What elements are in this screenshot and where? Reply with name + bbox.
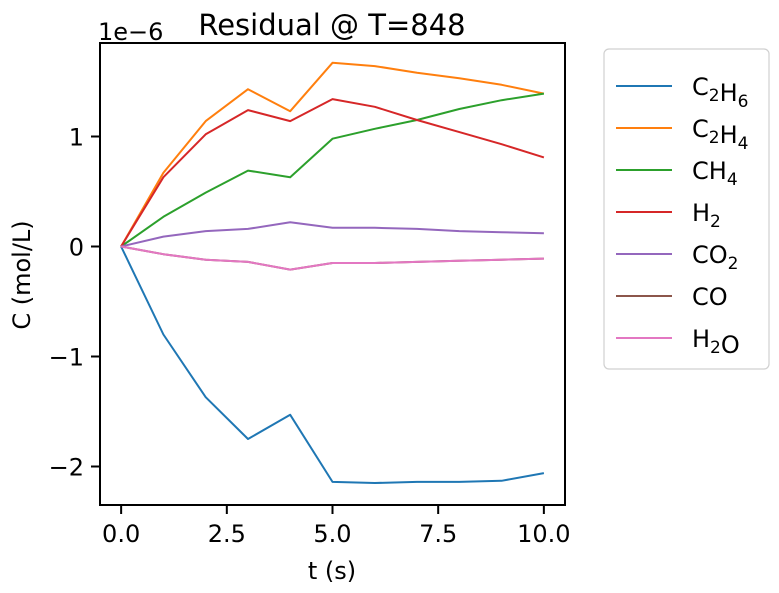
legend-entry-5: CO bbox=[692, 283, 728, 311]
legend-entry-0: C2H6 bbox=[692, 73, 748, 112]
y-tick-label: −1 bbox=[49, 344, 84, 372]
plot-area: 0.0 2.5 5.0 7.5 10.0 −2 −1 0 1 bbox=[49, 42, 571, 548]
x-tick-label: 2.5 bbox=[208, 520, 246, 548]
x-axis-label: t (s) bbox=[308, 557, 356, 585]
series-line-4 bbox=[120, 221, 544, 248]
x-tick-label: 7.5 bbox=[419, 520, 457, 548]
series-line-1 bbox=[120, 61, 545, 247]
x-tick-label: 5.0 bbox=[313, 520, 351, 548]
legend-entry-6: H2O bbox=[692, 325, 740, 359]
y-axis-offset-label: 1e−6 bbox=[98, 18, 163, 46]
series-line-0 bbox=[120, 246, 545, 484]
x-tick-label: 0.0 bbox=[102, 520, 140, 548]
legend-entry-4: CO2 bbox=[692, 241, 738, 274]
plot-frame bbox=[99, 42, 566, 506]
legend-entry-3: H2 bbox=[692, 199, 721, 232]
chart-title: Residual @ T=848 bbox=[198, 8, 465, 42]
series-line-2 bbox=[120, 92, 545, 248]
legend-entry-1: C2H4 bbox=[692, 115, 748, 154]
y-axis-label: C (mol/L) bbox=[8, 220, 36, 329]
x-tick-label: 10.0 bbox=[517, 520, 570, 548]
y-tick-label: −2 bbox=[49, 454, 84, 482]
series-line-3 bbox=[120, 98, 545, 248]
y-tick-label: 0 bbox=[69, 234, 84, 262]
series-line-5 bbox=[120, 245, 544, 271]
legend-entry-2: CH4 bbox=[692, 157, 738, 190]
series-line-6 bbox=[120, 245, 544, 271]
y-tick-label: 1 bbox=[69, 124, 84, 152]
